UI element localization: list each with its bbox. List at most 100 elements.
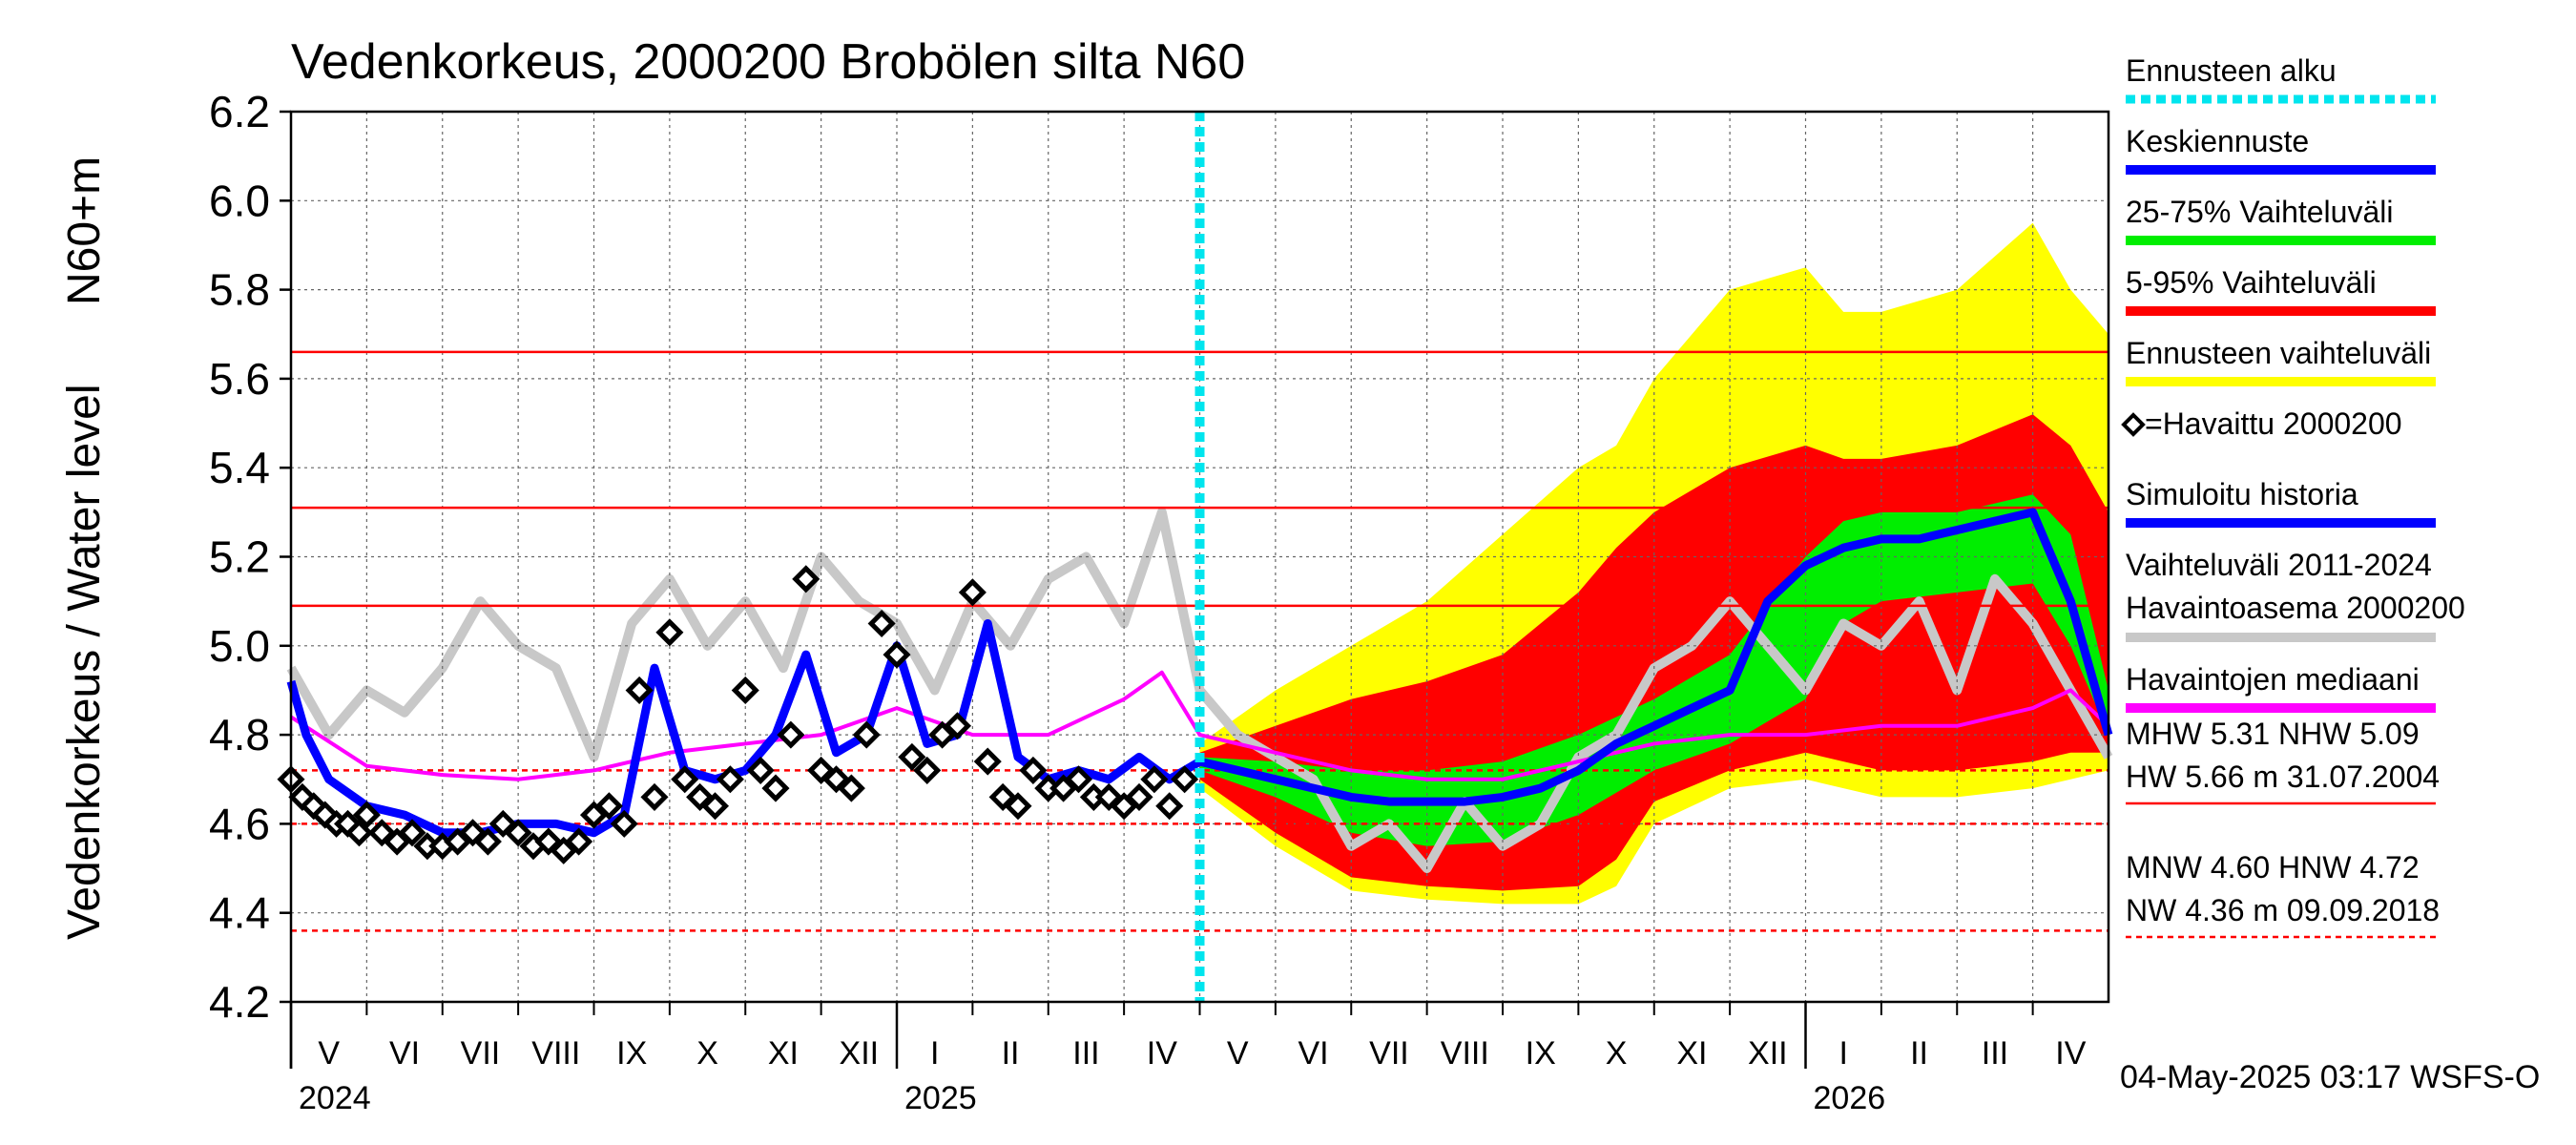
axes: 6.26.05.85.65.45.25.04.84.64.44.2V VI VII V…: [209, 87, 2110, 1116]
observed-marker: [610, 809, 638, 838]
observed-marker: [1004, 792, 1032, 821]
observed-marker: [671, 765, 699, 794]
observed-marker: [1125, 782, 1153, 811]
legend-marker: [2121, 412, 2146, 437]
observed-marker: [913, 756, 942, 784]
legend-label: Havaintojen mediaani: [2126, 662, 2420, 697]
stats-line: MHW 5.31 NHW 5.09: [2126, 717, 2420, 751]
x-tick-label: IX: [1526, 1035, 1556, 1072]
history-series: [286, 507, 2113, 874]
legend-label: 5-95% Vaihteluväli: [2126, 265, 2377, 300]
y-tick-label: 6.2: [209, 87, 270, 136]
x-tick-label: I: [930, 1035, 939, 1072]
year-label: 2026: [1814, 1080, 1886, 1116]
x-tick-label: IX: [616, 1035, 647, 1072]
x-tick-label: V: [1227, 1035, 1249, 1072]
y-axis-label: Vedenkorkeus / Water level: [59, 384, 110, 940]
x-tick-label: XI: [1676, 1035, 1707, 1072]
footer-timestamp: 04-May-2025 03:17 WSFS-O: [2120, 1059, 2540, 1095]
legend: Ennusteen alku Keskiennuste 25-75% Vaihtel…: [2121, 53, 2465, 713]
x-tick-label: VIII: [531, 1035, 580, 1072]
x-tick-label: VII: [1369, 1035, 1409, 1072]
x-tick-label: VI: [1298, 1035, 1329, 1072]
observed-marker: [640, 782, 669, 811]
legend-label: Havaintoasema 2000200: [2126, 591, 2465, 625]
x-tick-label: XII: [840, 1035, 880, 1072]
x-tick-label: VIII: [1441, 1035, 1489, 1072]
stats-line: MNW 4.60 HNW 4.72: [2126, 850, 2420, 885]
x-tick-label: IV: [1147, 1035, 1177, 1072]
observed-marker: [852, 720, 881, 749]
x-tick-label: III: [1072, 1035, 1099, 1072]
observed-markers: [277, 565, 1199, 864]
chart-title: Vedenkorkeus, 2000200 Brobölen silta N60: [291, 34, 1245, 90]
observed-marker: [1140, 765, 1169, 794]
y-tick-label: 5.0: [209, 621, 270, 671]
y-tick-label: 4.6: [209, 799, 270, 848]
observed-marker: [777, 720, 805, 749]
observed-marker: [958, 578, 987, 607]
year-label: 2024: [299, 1080, 371, 1116]
observed-marker: [344, 819, 373, 847]
legend-label: Ennusteen alku: [2126, 53, 2337, 88]
legend-label: Vaihteluväli 2011-2024: [2126, 548, 2432, 582]
observed-marker: [898, 742, 926, 771]
y-tick-label: 4.4: [209, 888, 270, 938]
series-lines: [286, 112, 2113, 1002]
observed-marker: [700, 792, 730, 821]
x-tick-label: III: [1982, 1035, 2008, 1072]
observed-marker: [625, 676, 654, 704]
y-tick-label: 5.2: [209, 532, 270, 582]
observed-marker: [1019, 756, 1048, 784]
observed-marker: [594, 792, 623, 821]
x-tick-label: XII: [1748, 1035, 1788, 1072]
observed-marker: [883, 640, 911, 669]
y-tick-label: 4.2: [209, 977, 270, 1027]
x-tick-label: VII: [461, 1035, 501, 1072]
legend-label: Simuloitu historia: [2126, 477, 2358, 511]
stats-line: NW 4.36 m 09.09.2018: [2126, 893, 2440, 927]
observed-marker: [398, 819, 426, 847]
observed-marker: [352, 801, 381, 829]
x-tick-label: X: [1606, 1035, 1628, 1072]
x-tick-label: X: [696, 1035, 718, 1072]
history-range-line: [286, 507, 2113, 874]
x-tick-label: II: [1002, 1035, 1020, 1072]
y-tick-label: 5.4: [209, 443, 270, 492]
x-tick-label: II: [1910, 1035, 1928, 1072]
stats-block: MHW 5.31 NHW 5.09 HW 5.66 m 31.07.2004 MNW…: [2126, 717, 2440, 939]
observed-marker: [655, 618, 684, 647]
observed-marker: [867, 609, 896, 638]
x-tick-label: I: [1839, 1035, 1847, 1072]
y-axis-unit-label: N60+m: [59, 156, 110, 305]
observed-marker: [746, 756, 775, 784]
legend-label: =Havaittu 2000200: [2145, 406, 2402, 441]
observed-marker: [943, 712, 972, 740]
observed-marker: [731, 676, 759, 704]
observed-marker: [504, 819, 532, 847]
mean-forecast-line: [286, 508, 2113, 838]
y-tick-label: 4.8: [209, 710, 270, 760]
observed-marker: [1155, 792, 1184, 821]
y-tick-label: 5.6: [209, 354, 270, 404]
observed-marker: [792, 565, 821, 593]
year-label: 2025: [904, 1080, 977, 1116]
y-tick-label: 5.8: [209, 265, 270, 315]
y-tick-label: 6.0: [209, 176, 270, 225]
observed-marker: [1064, 765, 1093, 794]
observed-marker: [1171, 765, 1199, 794]
observed-marker: [716, 765, 744, 794]
observed-marker: [473, 827, 502, 856]
observed-marker: [761, 774, 790, 802]
legend-label: Keskiennuste: [2126, 124, 2309, 158]
x-tick-label: VI: [389, 1035, 420, 1072]
observed-marker: [973, 747, 1002, 776]
observed-marker: [837, 774, 865, 802]
x-tick-label: XI: [768, 1035, 799, 1072]
band-25-75: [1199, 494, 2109, 846]
x-tick-label: V: [318, 1035, 340, 1072]
observed-marker: [565, 827, 593, 856]
median-line: [289, 670, 2110, 781]
